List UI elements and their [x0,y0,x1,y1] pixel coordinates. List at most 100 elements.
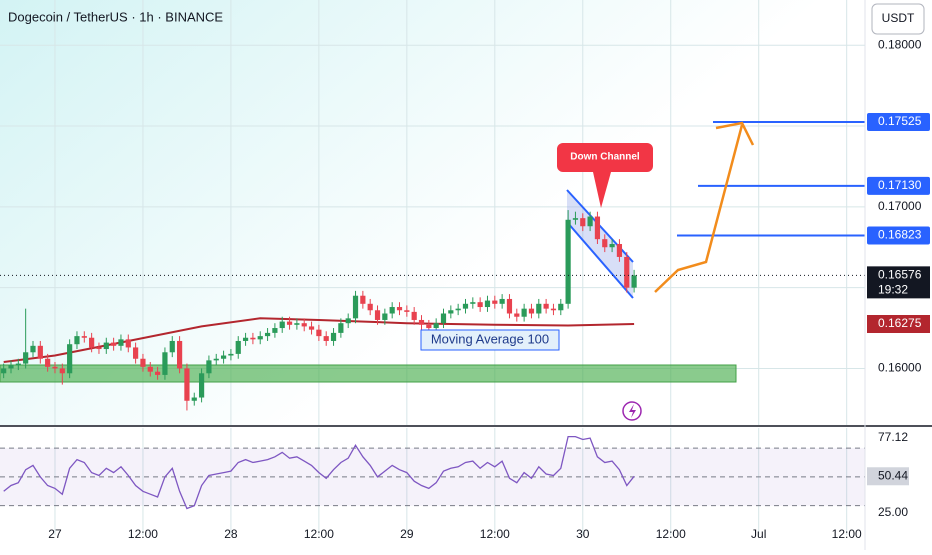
candle-body [67,344,73,374]
candle-body [316,329,322,337]
candle-body [345,318,351,324]
candle-body [52,366,58,369]
candle-body [396,307,403,311]
candle-body [140,358,146,367]
candle-body [609,244,615,248]
x-tick-label: 12:00 [480,527,510,541]
candle-body [206,360,212,374]
level-label: 0.17130 [878,178,922,192]
candle-body [580,218,586,227]
arrow-head [715,121,755,146]
x-tick-label: 29 [400,527,414,541]
x-tick-label: 27 [48,527,62,541]
ma-value-label: 0.16275 [878,316,922,330]
alert-bolt [629,404,636,418]
countdown-label: 19:32 [878,283,908,297]
level-label-box [867,113,930,132]
rsi-value-box [867,467,909,486]
candle-body [242,337,249,341]
y-tick-label: 0.18000 [878,37,922,51]
candle-body [15,363,21,366]
candle-body [220,355,227,359]
candle-body [404,310,410,312]
candle-body [264,332,271,337]
x-tick-label: 28 [224,527,238,541]
candle-body [616,244,623,257]
alert-icon[interactable] [622,401,642,421]
candle-body [301,323,307,327]
candle-body [462,303,469,309]
candle-body [543,303,549,309]
title: Dogecoin / TetherUS · 1h · BINANCE [8,9,223,24]
candle-body [360,295,366,304]
candle-body [572,218,579,220]
candle-body [96,347,102,350]
candle-body [111,342,117,346]
candle-body [470,302,476,304]
candle-body [213,358,219,361]
candle-body [484,300,491,308]
candle-body [514,313,520,317]
candle-body [550,308,557,311]
candle-body [81,336,87,338]
x-tick-label: 12:00 [832,527,862,541]
candle-body [565,219,571,304]
candle-body [176,340,183,369]
grid [0,0,865,535]
candle-body [506,298,513,314]
candle-body [279,321,285,329]
candle-body [499,298,505,304]
rsi-value-label: 50.44 [878,468,908,482]
marks [0,121,865,510]
candle-body [235,340,241,354]
candle-body [587,216,593,227]
labels: 27 12:00 28 12:00 29 12:00 30 12:00 Jul 12:00 0.18… [48,37,930,541]
projection-arrow [654,124,744,293]
candle-body [323,336,329,341]
candle-body [147,366,153,372]
candle-body [521,308,527,317]
candle-body [37,345,43,359]
currency: USDT [882,11,915,25]
candle-body [133,347,139,359]
candle-body [352,295,359,319]
candle-body [169,340,175,353]
candle-body [536,303,542,314]
candle-body [155,371,161,375]
candle-body [1,368,7,374]
candle-body [257,336,263,340]
candle-body [330,332,337,341]
candle-body [448,310,454,314]
candle-body [624,256,630,288]
ma-label: Moving Average 100 [431,331,549,346]
candle-body [250,337,256,340]
candle-body [477,302,483,308]
candle-body [338,323,344,333]
candle-body [23,352,29,364]
candle-body [433,323,439,329]
x-tick-label: 30 [576,527,590,541]
candle-body [184,368,190,401]
candle-body [286,321,293,325]
support-zone [0,364,737,383]
candle-body [8,365,14,369]
candle-body [631,275,637,288]
level-label-box [867,176,930,195]
candle-body [367,303,373,311]
main-pane [0,0,865,425]
candle-body [455,308,461,311]
rsi-upper-label: 77.12 [878,430,908,444]
rsi-line [3,435,635,510]
currency-box[interactable] [871,3,925,35]
candle-body [528,308,535,314]
candle-body [59,368,65,374]
candle-body [594,216,601,240]
x-tick-label: 12:00 [656,527,686,541]
x-tick-label: 12:00 [128,527,158,541]
ma-label-box [420,329,560,351]
candle-body [228,353,234,356]
candle-body [418,319,425,325]
candle-body [374,310,381,320]
candle-body [191,397,197,401]
